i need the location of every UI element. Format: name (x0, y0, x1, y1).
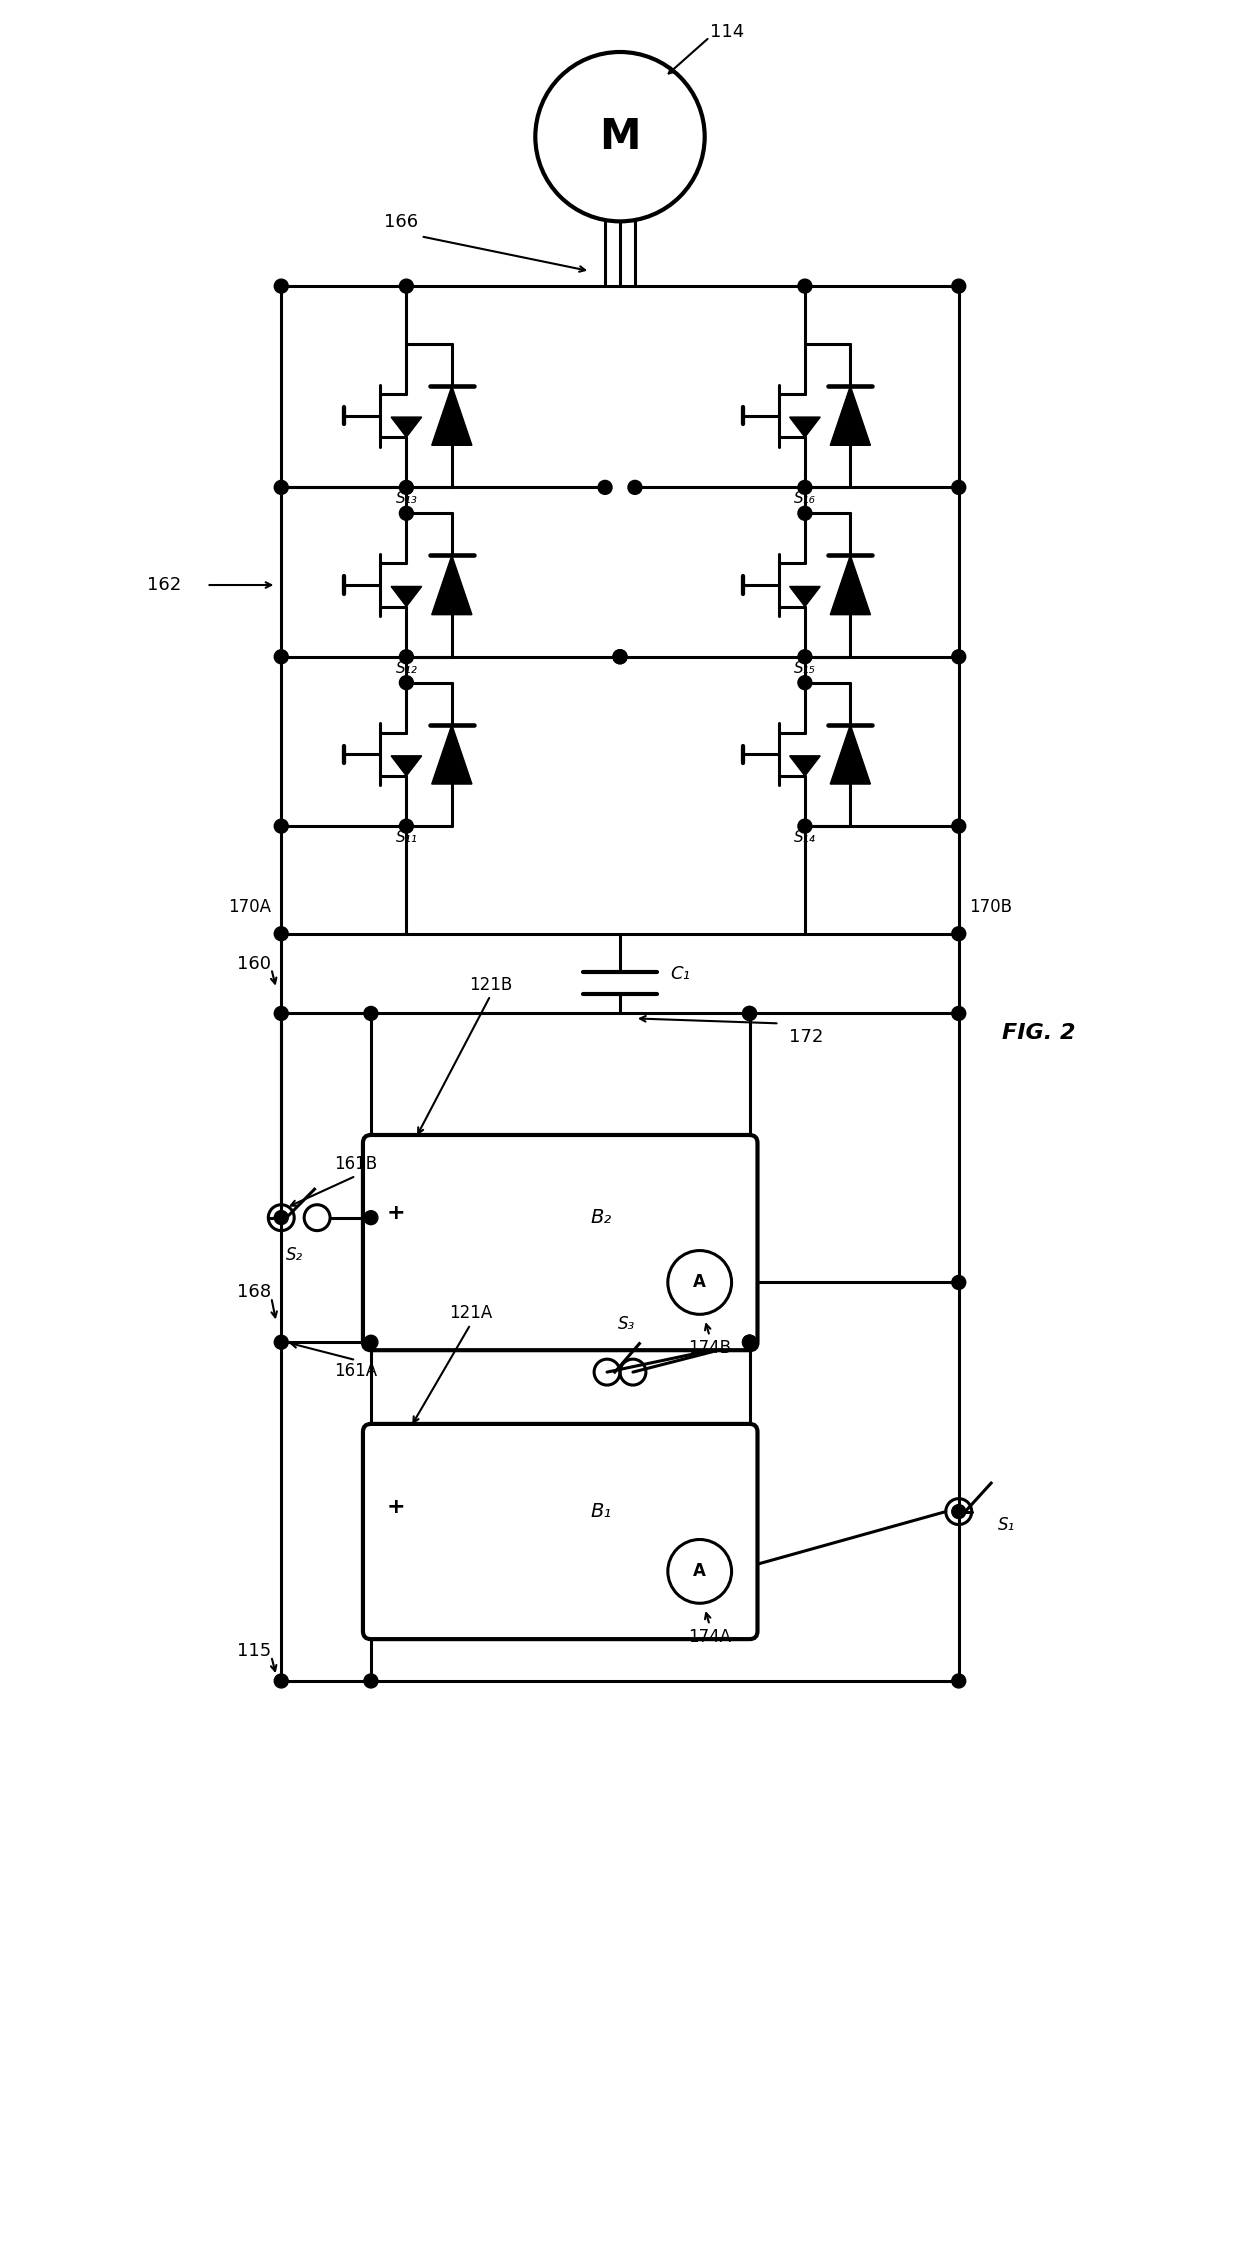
Circle shape (399, 819, 413, 833)
Text: S₃: S₃ (618, 1315, 635, 1333)
Circle shape (799, 278, 812, 294)
Polygon shape (432, 724, 472, 783)
Text: +: + (387, 1202, 405, 1222)
Text: 170A: 170A (228, 898, 272, 917)
Text: 160: 160 (237, 955, 272, 973)
Circle shape (613, 649, 627, 663)
Circle shape (952, 1505, 966, 1518)
Circle shape (399, 480, 413, 493)
Text: S₁₃: S₁₃ (396, 491, 418, 507)
Polygon shape (790, 756, 820, 776)
Text: C₁: C₁ (670, 964, 689, 982)
Circle shape (274, 480, 288, 493)
Circle shape (274, 278, 288, 294)
Circle shape (799, 819, 812, 833)
Polygon shape (391, 756, 422, 776)
Circle shape (274, 1211, 288, 1224)
FancyBboxPatch shape (363, 1423, 758, 1638)
Circle shape (743, 1335, 756, 1349)
Circle shape (799, 677, 812, 690)
Text: 172: 172 (790, 1027, 823, 1046)
Circle shape (952, 928, 966, 941)
Circle shape (274, 819, 288, 833)
Circle shape (799, 480, 812, 493)
Text: 114: 114 (709, 23, 744, 41)
Circle shape (743, 1007, 756, 1021)
Circle shape (668, 1251, 732, 1315)
Text: 168: 168 (237, 1283, 272, 1301)
Text: S₁₄: S₁₄ (794, 831, 816, 844)
Text: 174B: 174B (688, 1340, 732, 1358)
Text: M: M (599, 115, 641, 158)
Circle shape (598, 480, 613, 493)
Text: 121A: 121A (449, 1303, 492, 1322)
Circle shape (743, 1335, 756, 1349)
Text: +: + (387, 1496, 405, 1516)
Text: 115: 115 (237, 1643, 272, 1661)
Circle shape (399, 677, 413, 690)
Polygon shape (790, 416, 820, 437)
Circle shape (952, 1276, 966, 1290)
Text: B₂: B₂ (590, 1208, 611, 1227)
Circle shape (613, 649, 627, 663)
Circle shape (743, 1007, 756, 1021)
Circle shape (274, 928, 288, 941)
Text: 162: 162 (148, 577, 181, 593)
Text: 170B: 170B (968, 898, 1012, 917)
Circle shape (399, 507, 413, 520)
Circle shape (952, 819, 966, 833)
Circle shape (952, 1675, 966, 1688)
Text: 121B: 121B (469, 975, 512, 993)
Circle shape (952, 480, 966, 493)
Circle shape (799, 507, 812, 520)
Text: A: A (693, 1561, 706, 1580)
FancyBboxPatch shape (363, 1136, 758, 1351)
Text: S₁₂: S₁₂ (396, 661, 418, 677)
Text: S₁₆: S₁₆ (794, 491, 816, 507)
Circle shape (952, 278, 966, 294)
Text: 174A: 174A (688, 1627, 732, 1645)
Text: S₁: S₁ (998, 1516, 1014, 1534)
Polygon shape (432, 387, 472, 446)
Circle shape (274, 1007, 288, 1021)
Text: 161B: 161B (335, 1154, 377, 1172)
Circle shape (274, 1335, 288, 1349)
Circle shape (274, 649, 288, 663)
Text: 166: 166 (383, 213, 418, 231)
Polygon shape (391, 416, 422, 437)
Circle shape (274, 1675, 288, 1688)
Text: S₁₁: S₁₁ (396, 831, 418, 844)
Text: B₁: B₁ (590, 1503, 611, 1521)
Text: 161A: 161A (335, 1362, 377, 1380)
Text: FIG. 2: FIG. 2 (1002, 1023, 1075, 1043)
Polygon shape (790, 586, 820, 606)
Circle shape (399, 278, 413, 294)
Text: S₂: S₂ (285, 1247, 303, 1265)
Circle shape (743, 1335, 756, 1349)
Circle shape (952, 1007, 966, 1021)
Circle shape (399, 649, 413, 663)
Polygon shape (831, 387, 870, 446)
Circle shape (365, 1211, 378, 1224)
Circle shape (952, 649, 966, 663)
Polygon shape (432, 554, 472, 616)
Circle shape (799, 649, 812, 663)
Circle shape (365, 1675, 378, 1688)
Polygon shape (391, 586, 422, 606)
Circle shape (365, 1335, 378, 1349)
Circle shape (365, 1007, 378, 1021)
Text: S₁₅: S₁₅ (794, 661, 816, 677)
Circle shape (668, 1539, 732, 1602)
Circle shape (627, 480, 642, 493)
Text: A: A (693, 1274, 706, 1292)
Polygon shape (831, 554, 870, 616)
Polygon shape (831, 724, 870, 783)
